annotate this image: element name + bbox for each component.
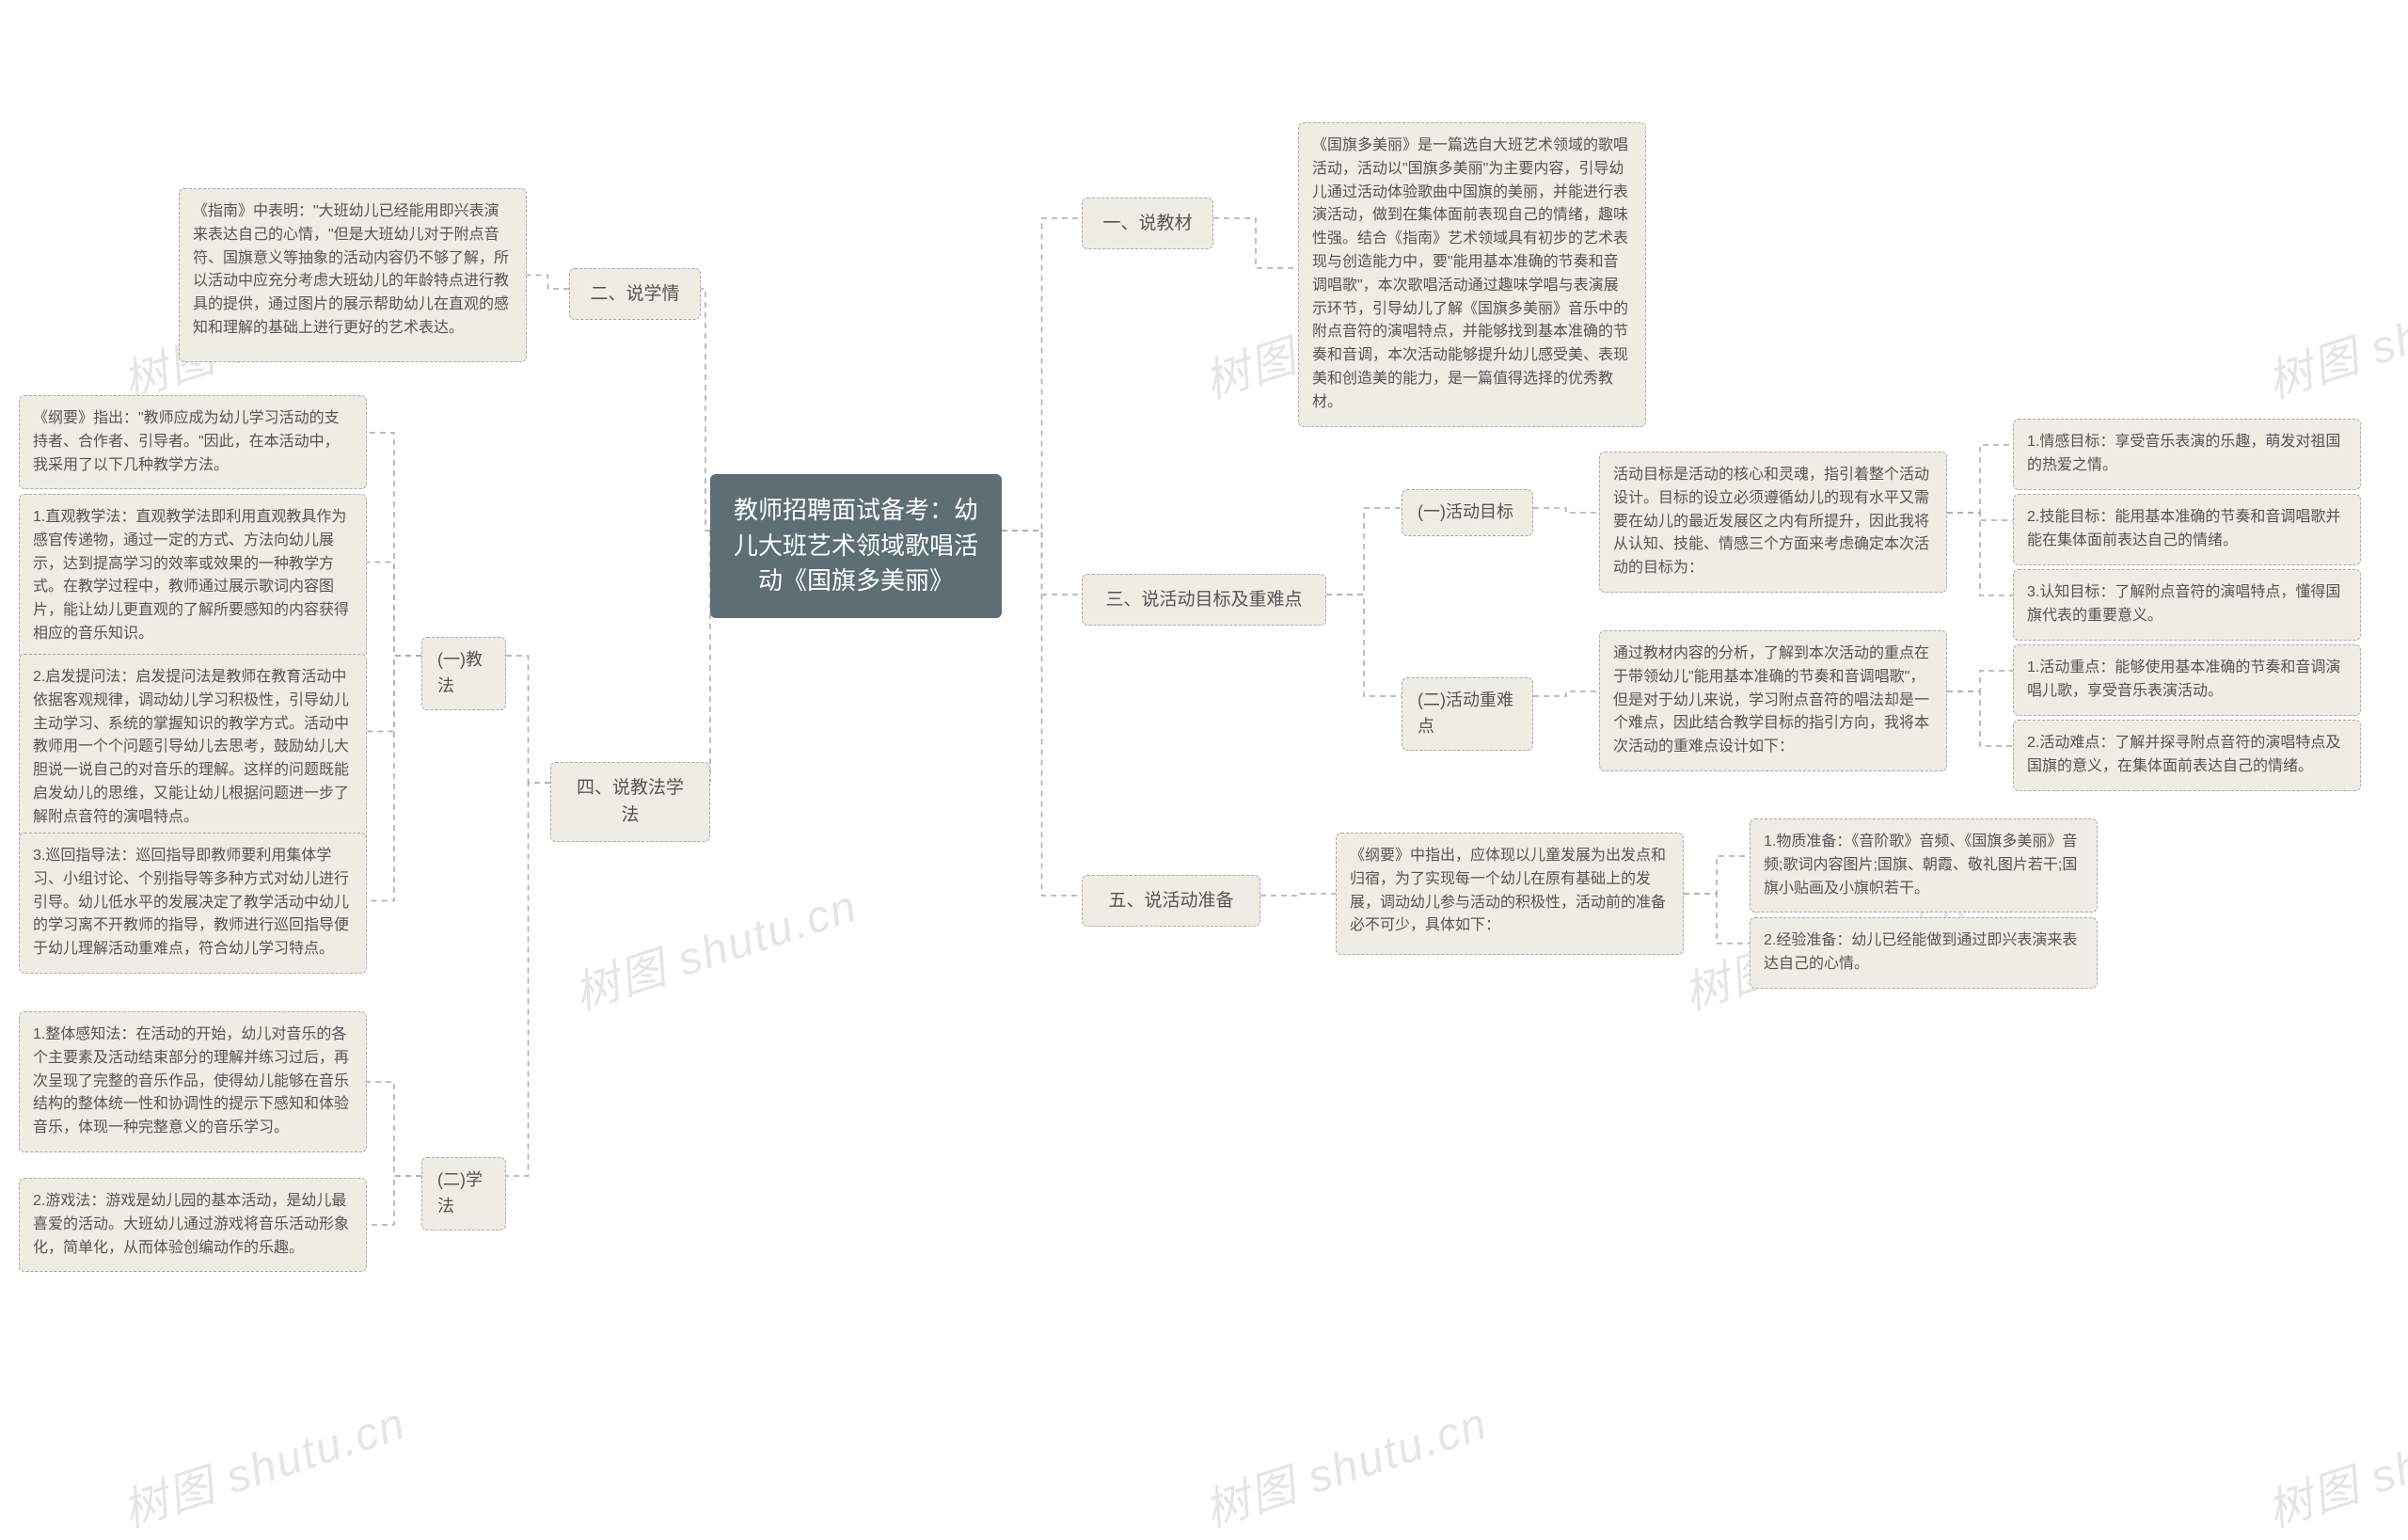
watermark: 树图 shutu.cn: [564, 868, 864, 1022]
watermark: 树图 shutu.cn: [113, 1386, 413, 1539]
r2b-node: (二)活动重难点: [1402, 677, 1533, 751]
r1a-node: 《国旗多美丽》是一篇选自大班艺术领域的歌唱活动，活动以"国旗多美丽"为主要内容，…: [1298, 122, 1646, 427]
jf0-node: 《纲要》指出："教师应成为幼儿学习活动的支持者、合作者、引导者。"因此，在本活动…: [19, 395, 367, 489]
xf1-node: 1.整体感知法：在活动的开始，幼儿对音乐的各个主要素及活动结束部分的理解并练习过…: [19, 1011, 367, 1152]
r2-node: 三、说活动目标及重难点: [1082, 574, 1326, 626]
watermark: 树图 shutu.cn: [2258, 257, 2408, 410]
p1-node: 1.物质准备：《音阶歌》音频、《国旗多美丽》音频;歌词内容图片;国旗、朝霞、敬礼…: [1750, 818, 2098, 913]
l1a-node: 《指南》中表明："大班幼儿已经能用即兴表演来表达自己的心情，"但是大班幼儿对于附…: [179, 188, 527, 362]
watermark: 树图 shutu.cn: [1195, 1386, 1495, 1539]
r2b-desc-node: 通过教材内容的分析，了解到本次活动的重点在于带领幼儿"能用基本准确的节奏和音调唱…: [1599, 630, 1947, 771]
jf1-node: 1.直观教学法：直观教学法即利用直观教具作为感官传递物，通过一定的方式、方法向幼…: [19, 494, 367, 659]
r3a-node: 《纲要》中指出，应体现以儿童发展为出发点和归宿，为了实现每一个幼儿在原有基础上的…: [1336, 833, 1684, 955]
xf2-node: 2.游戏法：游戏是幼儿园的基本活动，是幼儿最喜爱的活动。大班幼儿通过游戏将音乐活…: [19, 1178, 367, 1272]
jf3-node: 3.巡回指导法：巡回指导即教师要利用集体学习、小组讨论、个别指导等多种方式对幼儿…: [19, 833, 367, 974]
root-node: 教师招聘面试备考：幼儿大班艺术领域歌唱活动《国旗多美丽》: [710, 474, 1002, 618]
l2-node: 四、说教法学法: [550, 762, 710, 842]
jf2-node: 2.启发提问法：启发提问法是教师在教育活动中依据客观规律，调动幼儿学习积极性，引…: [19, 654, 367, 842]
l1-node: 二、说学情: [569, 268, 701, 320]
d1-node: 1.活动重点：能够使用基本准确的节奏和音调演唱儿歌，享受音乐表演活动。: [2013, 644, 2361, 716]
r2a-desc-node: 活动目标是活动的核心和灵魂，指引着整个活动设计。目标的设立必须遵循幼儿的现有水平…: [1599, 452, 1947, 593]
g2-node: 2.技能目标：能用基本准确的节奏和音调唱歌并能在集体面前表达自己的情绪。: [2013, 494, 2361, 565]
g3-node: 3.认知目标：了解附点音符的演唱特点，懂得国旗代表的重要意义。: [2013, 569, 2361, 641]
l2b-node: (二)学法: [421, 1157, 506, 1230]
l2a-node: (一)教法: [421, 637, 506, 710]
r2a-node: (一)活动目标: [1402, 489, 1533, 536]
r3-node: 五、说活动准备: [1082, 875, 1260, 927]
watermark: 树图 shutu.cn: [2258, 1386, 2408, 1539]
d2-node: 2.活动难点：了解并探寻附点音符的演唱特点及国旗的意义，在集体面前表达自己的情绪…: [2013, 720, 2361, 791]
r1-node: 一、说教材: [1082, 198, 1213, 249]
p2-node: 2.经验准备：幼儿已经能做到通过即兴表演来表达自己的心情。: [1750, 917, 2098, 989]
g1-node: 1.情感目标：享受音乐表演的乐趣，萌发对祖国的热爱之情。: [2013, 419, 2361, 490]
